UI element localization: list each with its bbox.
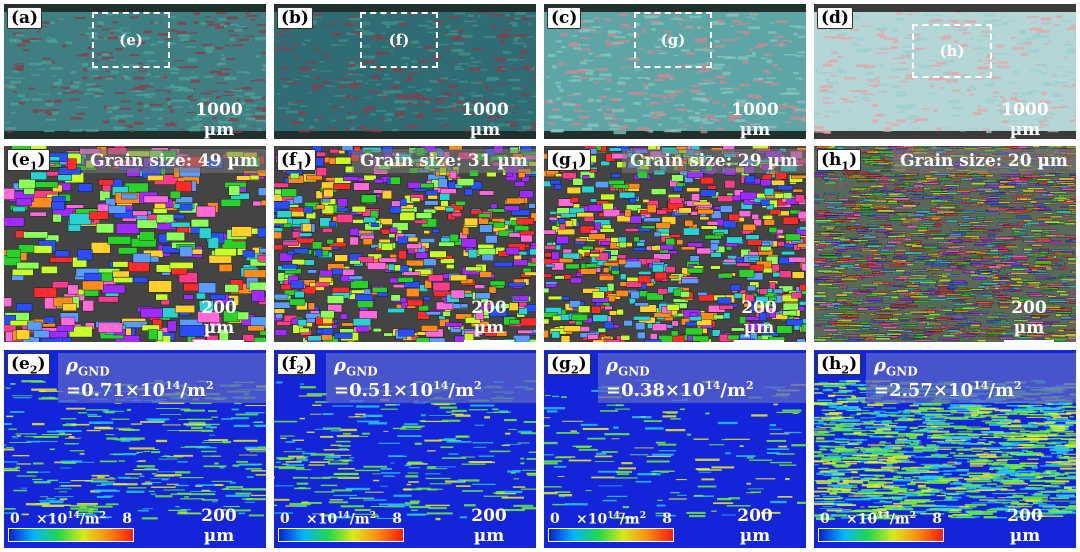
colorbar: 0 ×1014/m2 8: [278, 511, 404, 542]
gnd-density-value: ρGND =0.51×1014/m2: [326, 353, 536, 403]
panel-label-c: (c): [547, 7, 582, 29]
colorbar-unit: ×1014/m2: [36, 511, 106, 528]
scale-bar-a: 1000 µm: [180, 100, 258, 139]
grain-size-label: Grain size: 31 µm: [352, 149, 536, 173]
scale-bar-d: 1000 µm: [986, 100, 1064, 139]
scale-bar-g2: 200 µm: [720, 506, 790, 548]
scale-label: 200 µm: [201, 298, 237, 338]
roi-box-g: (g): [634, 12, 712, 68]
panel-label-f1: (f1): [277, 149, 317, 171]
colorbar-min: 0: [10, 511, 20, 528]
panel-e1: (e1) Grain size: 49 µm 200 µm: [4, 146, 266, 342]
grain-size-label: Grain size: 49 µm: [82, 149, 266, 173]
panel-label-e2: (e2): [7, 353, 50, 375]
colorbar-min: 0: [820, 511, 830, 528]
colorbar-unit: ×1014/m2: [576, 511, 646, 528]
panel-label-h2: (h2): [817, 353, 862, 375]
colorbar-max: 8: [392, 511, 402, 528]
panel-e2: (e2) ρGND =0.71×1014/m2 0 ×1014/m2 8 200…: [4, 350, 266, 548]
roi-box-e: (e): [92, 12, 170, 68]
ebsd-grain-map-f1: [274, 146, 536, 342]
scale-label: 200 µm: [471, 298, 507, 338]
scale-bar-h1: 200 µm: [994, 298, 1064, 342]
panel-label-b: (b): [277, 7, 313, 29]
colorbar-max: 8: [932, 511, 942, 528]
panel-label-d: (d): [817, 7, 853, 29]
scale-bar-e2: 200 µm: [184, 506, 254, 548]
colorbar-max: 8: [122, 511, 132, 528]
gnd-density-value: ρGND =0.71×1014/m2: [58, 353, 266, 403]
colorbar-max: 8: [662, 511, 672, 528]
scale-bar-f2: 200 µm: [454, 506, 524, 548]
scale-label: 200 µm: [471, 506, 507, 546]
colorbar: 0 ×1014/m2 8: [548, 511, 674, 542]
panel-label-a: (a): [7, 7, 43, 29]
scale-label: 200 µm: [201, 506, 237, 546]
optical-micrograph-c: [544, 4, 806, 139]
panel-b: (f) (b) 1000 µm: [274, 4, 536, 139]
grain-size-label: Grain size: 20 µm: [892, 149, 1076, 173]
panel-g1: (g1) Grain size: 29 µm 200 µm: [544, 146, 806, 342]
panel-a: (e) (a) 1000 µm: [4, 4, 266, 139]
scale-label: 1000 µm: [731, 100, 779, 139]
colorbar-unit: ×1014/m2: [846, 511, 916, 528]
scale-bar-c: 1000 µm: [716, 100, 794, 139]
panel-label-h1: (h1): [817, 149, 862, 171]
colorbar-unit: ×1014/m2: [306, 511, 376, 528]
colorbar-min: 0: [550, 511, 560, 528]
panel-d: (h) (d) 1000 µm: [814, 4, 1076, 139]
colorbar: 0 ×1014/m2 8: [818, 511, 944, 542]
panel-h1: (h1) Grain size: 20 µm 200 µm: [814, 146, 1076, 342]
panel-label-g1: (g1): [547, 149, 591, 171]
grain-size-label: Grain size: 29 µm: [622, 149, 806, 173]
scale-label: 1000 µm: [195, 100, 243, 139]
roi-box-h: (h): [912, 24, 992, 78]
panel-label-g2: (g2): [547, 353, 591, 375]
panel-h2: (h2) ρGND =2.57×1014/m2 0 ×1014/m2 8 200…: [814, 350, 1076, 548]
gnd-density-value: ρGND =0.38×1014/m2: [598, 353, 806, 403]
panel-c: (g) (c) 1000 µm: [544, 4, 806, 139]
panel-label-f2: (f2): [277, 353, 317, 375]
colorbar: 0 ×1014/m2 8: [8, 511, 134, 542]
scale-label: 200 µm: [1011, 298, 1047, 338]
panel-f1: (f1) Grain size: 31 µm 200 µm: [274, 146, 536, 342]
scale-label: 200 µm: [741, 298, 777, 338]
panel-label-e1: (e1): [7, 149, 50, 171]
panel-f2: (f2) ρGND =0.51×1014/m2 0 ×1014/m2 8 200…: [274, 350, 536, 548]
ebsd-grain-map-h1: [814, 146, 1076, 342]
optical-micrograph-d: [814, 4, 1076, 139]
scale-bar-b: 1000 µm: [446, 100, 524, 139]
gnd-density-value: ρGND =2.57×1014/m2: [866, 353, 1076, 403]
scale-label: 200 µm: [737, 506, 773, 546]
scale-bar-g1: 200 µm: [724, 298, 794, 342]
ebsd-grain-map-e1: [4, 146, 266, 342]
panel-g2: (g2) ρGND =0.38×1014/m2 0 ×1014/m2 8 200…: [544, 350, 806, 548]
scale-label: 1000 µm: [461, 100, 509, 139]
roi-box-f: (f): [360, 12, 438, 68]
scale-bar-f1: 200 µm: [454, 298, 524, 342]
scale-bar-h2: 200 µm: [990, 506, 1060, 548]
colorbar-min: 0: [280, 511, 290, 528]
scale-bar-e1: 200 µm: [184, 298, 254, 342]
scale-label: 200 µm: [1007, 506, 1043, 546]
optical-micrograph-a: [4, 4, 266, 139]
scale-label: 1000 µm: [1001, 100, 1049, 139]
